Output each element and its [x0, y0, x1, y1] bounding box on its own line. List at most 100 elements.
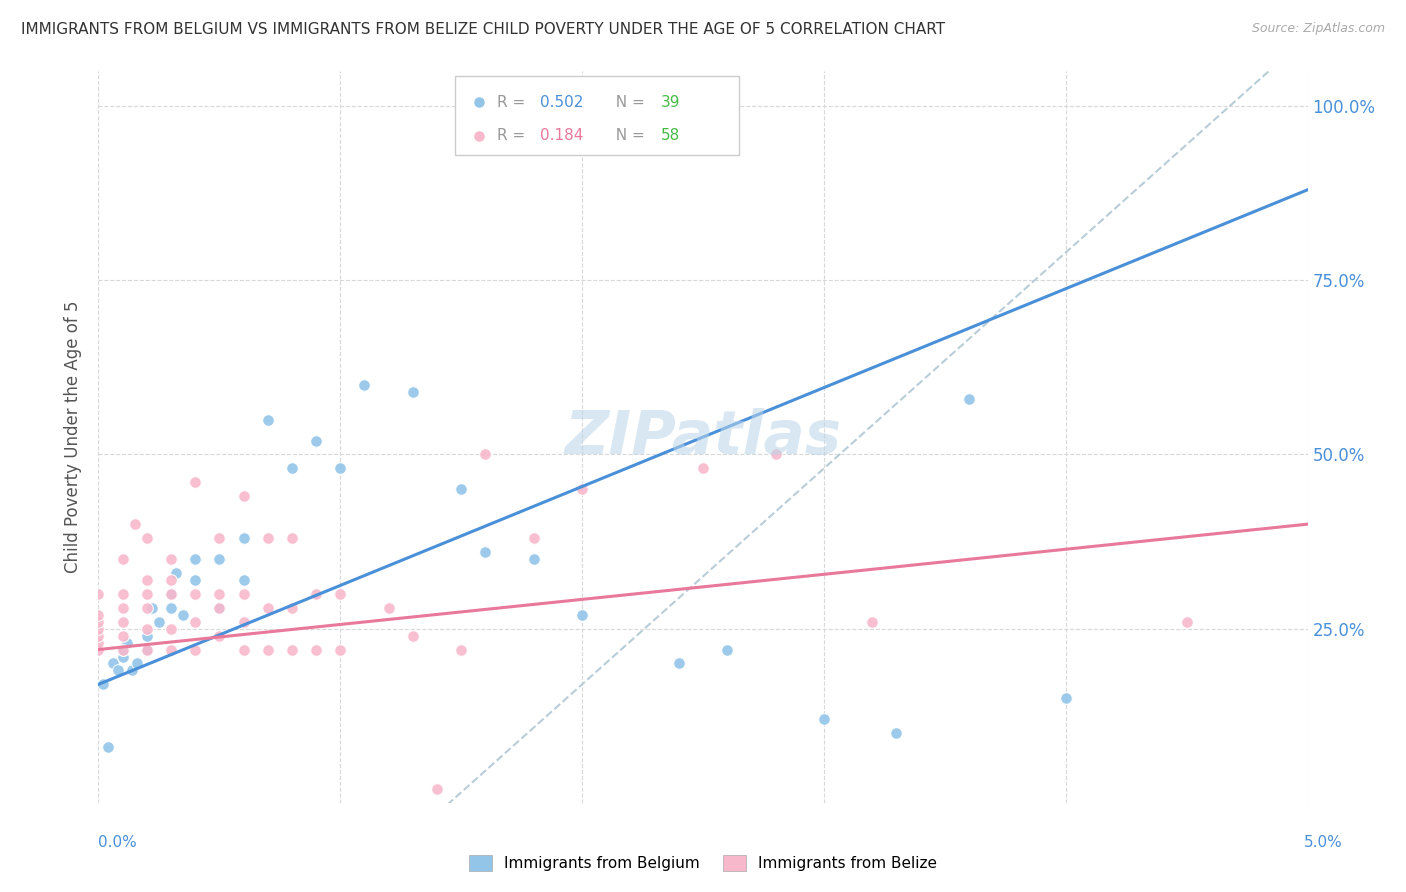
Point — [135, 531, 157, 545]
Point — [111, 642, 134, 657]
Point — [160, 587, 183, 601]
Point — [87, 615, 110, 629]
Point — [124, 517, 146, 532]
Point — [256, 412, 278, 426]
Point — [668, 657, 690, 671]
Point — [281, 461, 304, 475]
Point — [165, 566, 187, 580]
Point — [232, 489, 254, 503]
Point — [329, 642, 352, 657]
Point — [765, 448, 787, 462]
Point — [148, 615, 170, 629]
Point — [111, 642, 134, 657]
Point — [135, 642, 157, 657]
Point — [160, 573, 183, 587]
Point — [281, 600, 304, 615]
Point — [208, 600, 231, 615]
Point — [208, 531, 231, 545]
Point — [426, 781, 449, 796]
Text: 0.502: 0.502 — [540, 95, 583, 110]
Point — [957, 392, 980, 406]
Point — [160, 642, 183, 657]
Text: 0.0%: 0.0% — [98, 836, 138, 850]
Point — [281, 642, 304, 657]
Point — [1054, 691, 1077, 706]
Text: ZIPatlas: ZIPatlas — [564, 408, 842, 467]
Point — [127, 657, 149, 671]
Point — [256, 600, 278, 615]
Point — [184, 552, 207, 566]
Point — [353, 377, 375, 392]
Point — [87, 629, 110, 643]
Point — [141, 600, 163, 615]
Text: 58: 58 — [661, 128, 681, 144]
Point — [184, 475, 207, 490]
Point — [184, 587, 207, 601]
Point — [135, 587, 157, 601]
Point — [813, 712, 835, 726]
Point — [402, 629, 425, 643]
Point — [232, 587, 254, 601]
Point — [172, 607, 194, 622]
Point — [208, 552, 231, 566]
Point — [450, 483, 472, 497]
Text: IMMIGRANTS FROM BELGIUM VS IMMIGRANTS FROM BELIZE CHILD POVERTY UNDER THE AGE OF: IMMIGRANTS FROM BELGIUM VS IMMIGRANTS FR… — [21, 22, 945, 37]
Point — [135, 629, 157, 643]
Text: 5.0%: 5.0% — [1303, 836, 1343, 850]
Point — [1175, 615, 1198, 629]
Point — [232, 615, 254, 629]
Point — [87, 642, 110, 657]
Point — [860, 615, 883, 629]
Point — [87, 607, 110, 622]
Text: 39: 39 — [661, 95, 681, 110]
Point — [111, 600, 134, 615]
Point — [256, 642, 278, 657]
Point — [160, 587, 183, 601]
Point — [305, 434, 328, 448]
Point — [184, 615, 207, 629]
Point — [281, 531, 304, 545]
Point — [232, 573, 254, 587]
Point — [232, 642, 254, 657]
Point — [160, 552, 183, 566]
Point — [160, 600, 183, 615]
Text: N =: N = — [606, 128, 650, 144]
Point — [111, 649, 134, 664]
Point — [87, 635, 110, 649]
Point — [208, 600, 231, 615]
Y-axis label: Child Poverty Under the Age of 5: Child Poverty Under the Age of 5 — [65, 301, 83, 574]
Point — [87, 622, 110, 636]
Point — [160, 622, 183, 636]
Point — [208, 629, 231, 643]
Point — [329, 587, 352, 601]
Point — [135, 622, 157, 636]
Text: 0.184: 0.184 — [540, 128, 583, 144]
Point — [571, 483, 593, 497]
Point — [97, 740, 120, 755]
Point — [377, 600, 399, 615]
Point — [716, 642, 738, 657]
Point — [329, 461, 352, 475]
Point — [111, 615, 134, 629]
Point — [107, 664, 129, 678]
Point — [135, 573, 157, 587]
Point — [117, 635, 139, 649]
Point — [886, 726, 908, 740]
Point — [571, 607, 593, 622]
Point — [111, 587, 134, 601]
Point — [232, 531, 254, 545]
Point — [305, 587, 328, 601]
Point — [523, 531, 546, 545]
Point — [523, 552, 546, 566]
Point — [208, 587, 231, 601]
Text: R =: R = — [498, 128, 530, 144]
Point — [91, 677, 114, 691]
Point — [87, 587, 110, 601]
Point — [402, 384, 425, 399]
Point — [135, 642, 157, 657]
Point — [692, 461, 714, 475]
Legend: Immigrants from Belgium, Immigrants from Belize: Immigrants from Belgium, Immigrants from… — [463, 849, 943, 877]
Point — [135, 600, 157, 615]
Point — [305, 642, 328, 657]
Point — [184, 573, 207, 587]
